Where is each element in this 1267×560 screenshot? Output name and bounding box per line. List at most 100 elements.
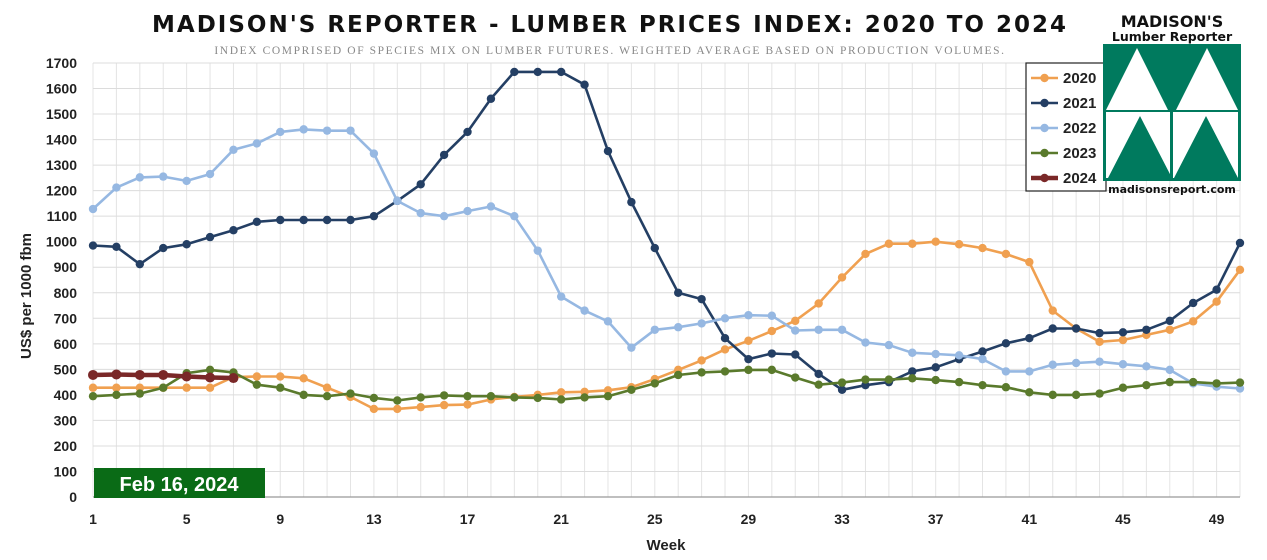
data-point-2021 <box>603 146 613 156</box>
data-point-2022 <box>416 208 425 218</box>
data-point-2020 <box>1165 325 1174 334</box>
legend-swatch-marker <box>1040 148 1049 158</box>
data-point-2021 <box>1095 328 1104 338</box>
data-point-2021 <box>1165 316 1174 326</box>
data-point-2023 <box>486 391 496 401</box>
y-tick-label: 1600 <box>46 81 77 97</box>
data-point-2022 <box>861 338 870 347</box>
legend-item-2024: 2024 <box>1031 170 1097 187</box>
data-point-2023 <box>159 383 168 392</box>
x-tick-label: 41 <box>1022 511 1038 527</box>
data-point-2022 <box>556 292 566 301</box>
data-point-2022 <box>1142 362 1151 371</box>
data-point-2022 <box>814 325 823 334</box>
data-point-2023 <box>1235 378 1245 387</box>
data-point-2020 <box>276 372 285 381</box>
y-tick-label: 700 <box>54 310 78 326</box>
legend-item-2021: 2021 <box>1031 95 1096 112</box>
data-point-2021 <box>369 211 379 221</box>
series-2023 <box>88 365 1245 405</box>
data-point-2020 <box>252 372 262 381</box>
data-point-2022 <box>1235 384 1245 393</box>
data-point-2023 <box>556 395 566 404</box>
data-point-2020 <box>861 249 870 259</box>
data-point-2022 <box>439 211 449 221</box>
data-point-2021 <box>205 232 215 242</box>
data-point-2022 <box>580 306 589 315</box>
data-point-2020 <box>744 336 753 345</box>
data-point-2022 <box>650 325 659 334</box>
legend: 2020 2021 2022 2023 2024 <box>1025 62 1107 192</box>
data-point-2021 <box>1142 325 1151 334</box>
data-point-2022 <box>252 139 262 148</box>
legend-item-2022: 2022 <box>1031 120 1096 137</box>
y-tick-label: 0 <box>69 489 77 505</box>
data-point-2023 <box>299 390 308 400</box>
data-point-2023 <box>322 391 332 401</box>
axis-ticks: 0 100 200 300 400 500 600 700 800 900 1000 1100 1200… <box>46 55 1225 527</box>
data-point-2021 <box>135 259 145 269</box>
data-point-2021 <box>1188 298 1198 308</box>
series-2021 <box>88 67 1245 394</box>
data-point-2021 <box>1118 328 1128 337</box>
data-point-2023 <box>1071 390 1081 400</box>
data-point-2020 <box>954 240 964 249</box>
data-point-2020 <box>931 237 940 246</box>
data-point-2021 <box>346 215 355 225</box>
data-point-2022 <box>88 204 98 214</box>
data-point-2024 <box>88 369 98 380</box>
legend-label: 2022 <box>1063 120 1096 137</box>
data-point-2021 <box>1048 324 1057 333</box>
data-point-2023 <box>861 375 870 384</box>
data-point-2022 <box>346 126 355 135</box>
data-point-2022 <box>603 317 613 326</box>
x-tick-label: 21 <box>553 511 569 527</box>
data-point-2022 <box>159 172 168 181</box>
data-point-2023 <box>884 375 894 384</box>
data-point-2021 <box>486 94 496 103</box>
data-point-2022 <box>1165 365 1174 375</box>
data-point-2023 <box>205 365 215 375</box>
y-tick-label: 900 <box>54 259 78 275</box>
data-point-2023 <box>954 377 964 387</box>
data-point-2021 <box>627 197 636 207</box>
data-point-2020 <box>182 383 191 392</box>
legend-swatch-marker <box>1040 73 1049 83</box>
data-point-2022 <box>533 246 542 255</box>
logo-line-1: MADISON'S <box>1121 12 1223 31</box>
legend-label: 2021 <box>1063 95 1096 112</box>
y-tick-label: 1300 <box>46 157 77 173</box>
data-point-2023 <box>112 390 121 400</box>
data-point-2021 <box>463 127 472 137</box>
logo-url: madisonsreport.com <box>1108 183 1236 196</box>
data-point-2023 <box>252 380 262 389</box>
data-point-2020 <box>1048 306 1057 315</box>
data-point-2022 <box>1071 358 1081 368</box>
data-point-2020 <box>1212 297 1221 306</box>
y-tick-label: 500 <box>54 361 78 377</box>
data-point-2021 <box>1071 324 1081 333</box>
data-point-2024 <box>205 372 216 383</box>
data-point-2023 <box>1188 377 1198 387</box>
data-point-2020 <box>393 404 402 414</box>
data-point-2020 <box>1095 337 1104 346</box>
date-badge-label: Feb 16, 2024 <box>120 474 240 496</box>
data-point-2020 <box>1118 335 1128 345</box>
data-point-2021 <box>182 240 191 249</box>
data-point-2020 <box>603 386 613 395</box>
data-point-2021 <box>908 367 917 376</box>
data-point-2021 <box>674 288 683 297</box>
series-2022 <box>88 125 1245 393</box>
x-tick-label: 13 <box>366 511 382 527</box>
data-point-2023 <box>463 391 472 401</box>
data-point-2021 <box>322 215 332 225</box>
date-badge: Feb 16, 2024 <box>94 468 265 498</box>
data-point-2021 <box>229 226 238 235</box>
data-point-2020 <box>322 383 332 392</box>
data-point-2022 <box>697 319 706 328</box>
data-point-2023 <box>814 380 823 389</box>
y-axis-label: US$ per 1000 fbm <box>18 233 35 359</box>
data-series <box>88 67 1245 414</box>
data-point-2021 <box>112 242 121 252</box>
data-point-2022 <box>276 127 285 137</box>
